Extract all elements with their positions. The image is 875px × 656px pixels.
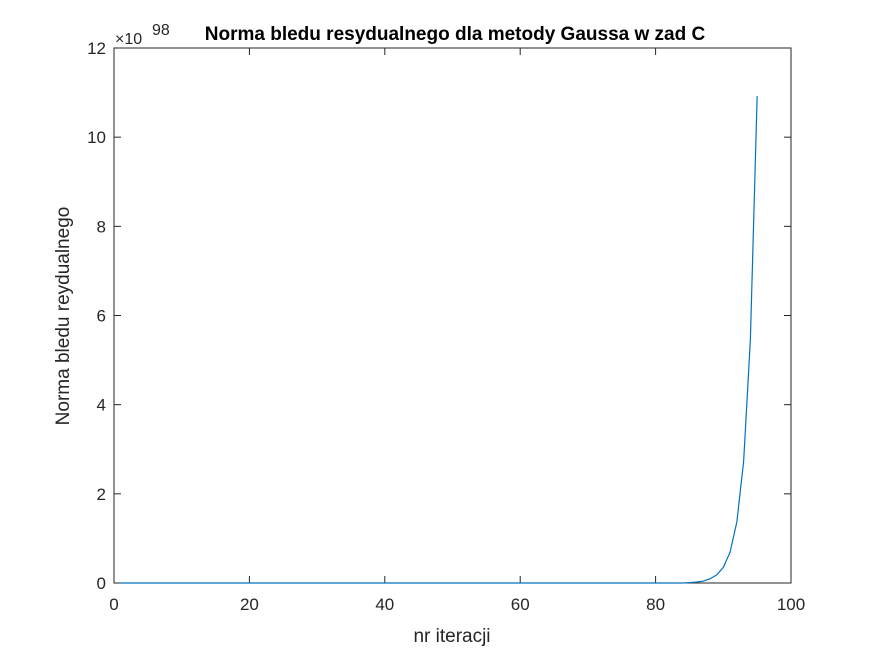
y-axis-exponent: 98 — [152, 22, 170, 39]
y-axis-multiplier: ×10 — [115, 31, 142, 48]
y-axis-label: Norma bledu reydualnego — [53, 207, 74, 426]
x-tick-label: 80 — [646, 595, 665, 614]
x-tick-label: 20 — [240, 595, 259, 614]
x-tick-label: 40 — [375, 595, 394, 614]
x-tick-label: 100 — [777, 595, 805, 614]
x-tick-label: 60 — [511, 595, 530, 614]
y-tick-label: 2 — [97, 485, 106, 504]
x-axis-label: nr iteracji — [413, 626, 490, 647]
chart-title: Norma bledu resydualnego dla metody Gaus… — [205, 24, 706, 45]
plot-area: 0 20 40 60 80 100 0 2 4 6 8 10 12 — [87, 39, 805, 614]
y-tick-label: 12 — [87, 39, 106, 58]
x-axis-ticks: 0 20 40 60 80 100 — [109, 48, 805, 614]
y-tick-label: 6 — [97, 307, 106, 326]
series-line — [120, 96, 758, 584]
x-tick-label: 0 — [109, 595, 118, 614]
y-tick-label: 0 — [97, 574, 106, 593]
y-axis-ticks: 0 2 4 6 8 10 12 — [87, 39, 791, 593]
y-tick-label: 8 — [97, 217, 106, 236]
axes-box — [113, 47, 792, 584]
series-layer — [120, 96, 758, 584]
y-tick-label: 10 — [87, 128, 106, 147]
y-tick-label: 4 — [97, 396, 106, 415]
